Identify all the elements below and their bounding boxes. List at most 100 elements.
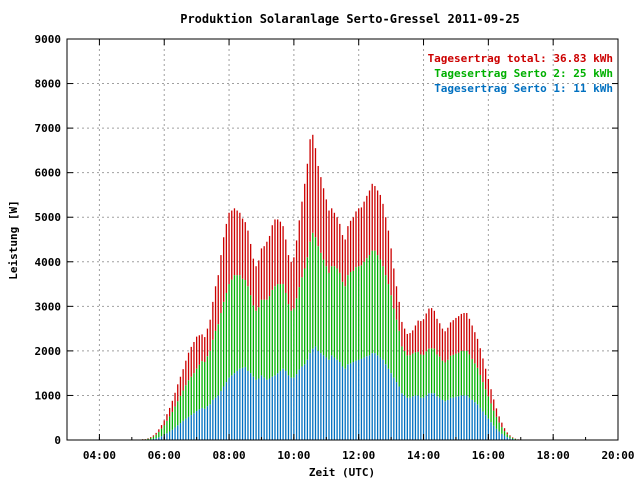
bar-segment [187, 416, 190, 440]
bar-segment [223, 301, 225, 387]
bar-segment [233, 373, 236, 440]
bar-segment [376, 255, 379, 356]
bar-segment [471, 399, 473, 440]
bar-segment [274, 375, 276, 440]
bar-segment [171, 411, 173, 430]
bar-segment [509, 435, 511, 437]
bar-segment [363, 261, 365, 358]
bar-segment [220, 313, 222, 391]
bar-segment [336, 217, 338, 269]
bar-segment [463, 350, 465, 396]
bar-segment [212, 301, 214, 340]
bar-segment [201, 407, 203, 440]
bar-segment [501, 433, 503, 440]
bar-segment [231, 279, 233, 376]
bar-segment [244, 222, 246, 281]
bar-segment [444, 362, 446, 402]
bar-segment [325, 357, 327, 440]
x-tick-label: 04:00 [83, 449, 116, 462]
bar-segment [274, 219, 276, 287]
bar-segment [279, 284, 282, 371]
bar-segment [395, 286, 398, 320]
bar-segment [409, 397, 411, 440]
bar-segment [306, 163, 309, 258]
bar-segment [241, 218, 244, 279]
bar-segment [436, 396, 438, 440]
bar-segment [495, 408, 498, 417]
legend-entry: Tagesertrag Serto 1: 11 kWh [434, 82, 613, 95]
bar-segment [241, 367, 244, 440]
bar-segment [498, 416, 500, 423]
bar-segment [485, 415, 487, 440]
legend-entry: Tagesertrag Serto 2: 25 kWh [434, 67, 613, 80]
bar-segment [193, 373, 195, 414]
x-tick-label: 20:00 [601, 449, 634, 462]
bar-segment [228, 284, 230, 378]
bar-segment [266, 379, 268, 440]
bar-segment [271, 289, 273, 377]
bar-segment [244, 280, 246, 367]
bar-segment [287, 304, 290, 376]
bar-segment [160, 425, 163, 429]
bar-segment [412, 330, 414, 354]
bar-segment [231, 375, 233, 440]
y-tick-label: 3000 [35, 300, 62, 313]
bar-segment [376, 355, 379, 440]
chart-title: Produktion Solaranlage Serto-Gressel 201… [180, 12, 520, 26]
bar-segment [312, 348, 314, 440]
bar-segment [320, 177, 322, 253]
bar-segment [217, 324, 219, 396]
bar-segment [331, 266, 333, 356]
bar-segment [420, 321, 422, 355]
bar-segment [204, 362, 206, 409]
bar-segment [498, 422, 500, 432]
bar-segment [455, 353, 457, 397]
bar-segment [241, 278, 244, 368]
bar-segment [336, 359, 338, 440]
bar-segment [349, 272, 352, 364]
bar-segment [433, 393, 435, 440]
bar-segment [495, 416, 498, 429]
bar-segment [430, 308, 433, 349]
bar-segment [468, 318, 471, 355]
bar-segment [331, 208, 333, 267]
bar-segment [385, 217, 387, 276]
bar-segment [360, 207, 363, 266]
bar-segment [406, 333, 408, 356]
bar-segment [263, 299, 265, 378]
bar-segment [190, 376, 192, 416]
bar-segment [420, 397, 422, 440]
x-tick-label: 16:00 [472, 449, 505, 462]
bar-segment [317, 165, 319, 247]
bar-segment [468, 354, 471, 398]
bar-segment [150, 437, 152, 438]
bar-segment [412, 396, 414, 440]
bar-segment [268, 378, 271, 440]
bar-segment [220, 390, 222, 440]
bar-segment [168, 431, 171, 440]
bar-segment [325, 199, 327, 267]
bar-segment [430, 393, 433, 440]
bar-segment [455, 396, 457, 440]
bar-segment [422, 354, 425, 398]
bar-segment [225, 223, 228, 293]
bar-segment [457, 396, 460, 440]
bar-segment [228, 212, 230, 285]
bar-segment [436, 354, 438, 397]
bar-segment [487, 396, 489, 419]
bar-segment [295, 240, 298, 299]
bar-segment [252, 258, 255, 306]
bar-segment [341, 235, 344, 282]
bar-segment [293, 377, 295, 440]
bar-segment [282, 284, 284, 369]
bar-segment [168, 416, 171, 432]
bar-segment [460, 350, 462, 396]
bar-segment [395, 382, 398, 440]
bar-segment [314, 346, 317, 440]
bar-segment [206, 328, 209, 357]
bar-segment [212, 339, 214, 400]
bar-segment [387, 230, 390, 285]
bar-segment [368, 355, 371, 440]
bar-segment [309, 241, 311, 354]
bar-segment [228, 377, 230, 440]
